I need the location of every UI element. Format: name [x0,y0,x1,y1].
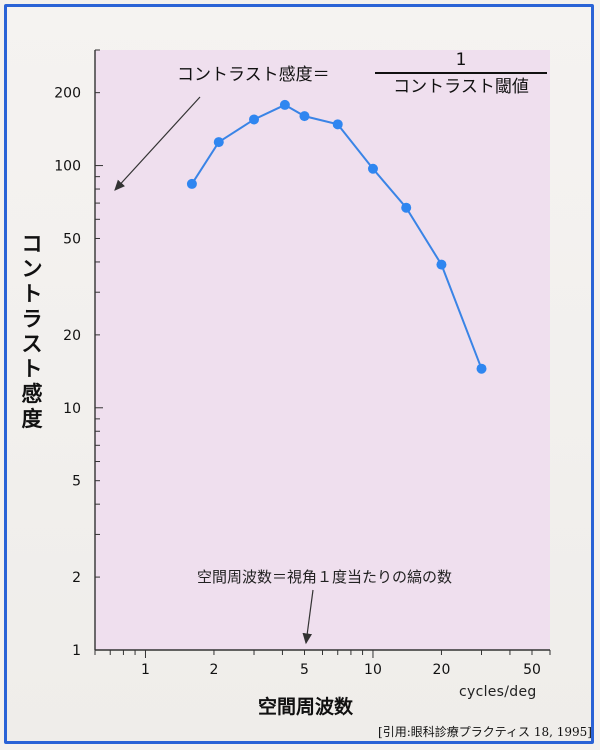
y-tick-label: 10 [63,401,81,417]
y-tick-label: 200 [54,86,81,102]
plot-area [95,50,550,650]
series-line [191,103,483,370]
y-tick-label: 5 [72,474,81,490]
data-point [249,114,260,125]
y-tick-label: 50 [63,231,81,247]
annotation-arrows [114,96,314,645]
x-axis-label: 空間周波数 [258,696,354,718]
data-point [436,259,447,270]
data-point [367,163,378,174]
y-axis-label: コントラスト感度 [21,232,43,431]
formula-denominator: コントラスト閾値 [393,77,529,97]
data-point [299,111,310,122]
formula-lhs: コントラスト感度＝ [177,65,330,85]
y-tick-label: 100 [54,159,81,175]
formula-arrow [114,96,201,191]
x-axis-units: cycles/deg [459,684,537,700]
x-tick-label: 5 [300,662,309,678]
data-point [186,178,197,189]
axes: 1 2 5 10 20 50 1 2 5 10 20 50 100 200 [54,49,551,678]
x-tick-label: 50 [523,662,541,678]
data-point [332,119,343,130]
formula-numerator: 1 [455,50,467,70]
data-point [476,363,487,374]
x-tick-label: 10 [364,662,382,678]
series-contrast-sensitivity [186,99,487,374]
data-point [279,99,290,110]
x-tick-label: 20 [433,662,451,678]
data-point [213,137,224,148]
y-tick-label: 2 [72,570,81,586]
definition-annotation: 空間周波数＝視角１度当たりの縞の数 [197,568,453,586]
y-tick-label: 20 [63,328,81,344]
x-tick-label: 1 [141,662,150,678]
fraction-bar [375,72,547,74]
formula-fraction: 1 コントラスト閾値 [375,50,547,97]
x-tick-label: 2 [209,662,218,678]
y-tick-label: 1 [72,643,81,659]
citation: [引用:眼科診療プラクティス 18, 1995] [378,725,592,739]
data-point [401,202,412,213]
definition-arrow [302,589,314,645]
